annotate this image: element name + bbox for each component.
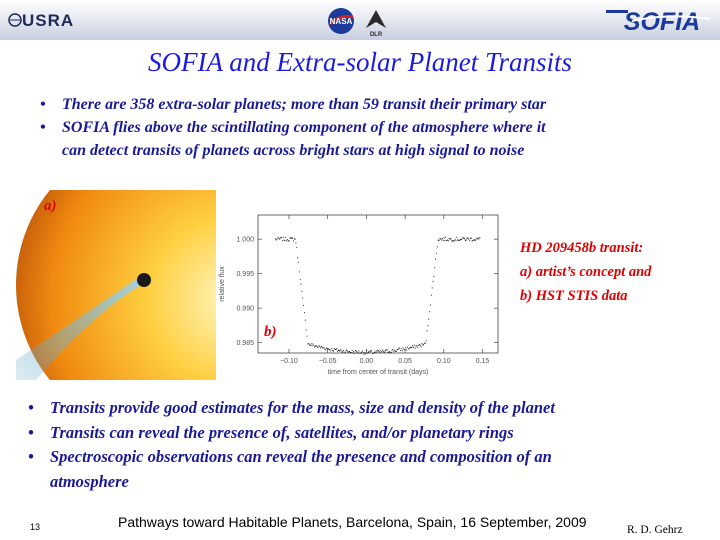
nasa-logo: NASA <box>326 6 356 36</box>
x-tick-label: −0.10 <box>280 358 298 365</box>
transit-light-curve-chart: −0.10 −0.05 0.00 0.05 0.10 0.15 1.000 0.995 0.99… <box>210 205 510 380</box>
x-tick-label: 0.10 <box>437 358 451 365</box>
bottom-bullet-list: • Transits provide good estimates for th… <box>28 396 708 494</box>
usra-logo: USRA <box>8 8 73 32</box>
bullet-line: atmosphere <box>50 471 129 491</box>
y-tick-label: 1.000 <box>236 237 254 244</box>
page-number: 13 <box>30 522 41 532</box>
plot-frame <box>257 214 499 354</box>
footer-text: Pathways toward Habitable Planets, Barce… <box>118 514 587 530</box>
y-axis-label: relative flux <box>219 266 226 302</box>
caption-line: HD 209458b transit: <box>520 240 644 256</box>
x-axis-label: time from center of transit (days) <box>328 369 429 376</box>
x-tick-label: 0.15 <box>476 358 490 365</box>
bullet-item: • SOFIA flies above the scintillating co… <box>40 116 710 162</box>
bullet-dot: • <box>28 422 34 442</box>
sofia-logo: SOFIA <box>604 3 716 37</box>
figure-label-a: a) <box>44 198 57 214</box>
sofia-logo-text: SOFIA <box>624 8 700 36</box>
bullet-dot: • <box>40 96 46 113</box>
usra-logo-text: USRA <box>22 11 75 30</box>
bullet-line: can detect transits of planets across br… <box>62 142 525 159</box>
bullet-item: • Transits can reveal the presence of, s… <box>28 421 708 446</box>
artist-concept-image <box>16 135 316 435</box>
bullet-line: Spectroscopic observations can reveal th… <box>50 447 552 466</box>
bullet-dot: • <box>28 398 34 417</box>
y-tick-label: 0.995 <box>236 271 254 278</box>
figure-caption: HD 209458b transit: a) artist’s concept … <box>520 236 716 308</box>
bullet-line: Transits can reveal the presence of, sat… <box>50 422 514 442</box>
bullet-item: • Transits provide good estimates for th… <box>28 396 708 421</box>
usra-logo-mark <box>8 13 22 27</box>
y-tick-label: 0.985 <box>236 340 254 347</box>
bullet-line: SOFIA flies above the scintillating comp… <box>62 119 546 136</box>
bullet-line: Transits provide good estimates for the … <box>50 398 555 417</box>
data-points <box>275 236 481 355</box>
top-bullet-list: • There are 358 extra-solar planets; mor… <box>40 93 710 162</box>
slide-title: SOFIA and Extra-solar Planet Transits <box>147 47 572 77</box>
bullet-item: • Spectroscopic observations can reveal … <box>28 445 708 494</box>
bullet-dot: • <box>40 119 46 136</box>
x-tick-label: 0.05 <box>398 358 412 365</box>
header-banner: USRA NASA DLR SOFIA <box>0 0 720 40</box>
x-tick-label: 0.00 <box>360 358 374 365</box>
nasa-logo-text: NASA <box>330 17 353 26</box>
bullet-item: • There are 358 extra-solar planets; mor… <box>40 93 710 116</box>
dlr-logo: DLR <box>360 6 392 38</box>
caption-line: a) artist’s concept and <box>520 264 652 280</box>
dlr-logo-text: DLR <box>370 32 383 38</box>
author-name: R. D. Gehrz <box>627 524 683 536</box>
caption-line: b) HST STIS data <box>520 288 628 304</box>
figure-label-b: b) <box>264 324 277 340</box>
bullet-dot: • <box>28 447 34 466</box>
x-tick-label: −0.05 <box>319 358 337 365</box>
bullet-line: There are 358 extra-solar planets; more … <box>62 96 547 113</box>
y-tick-label: 0.990 <box>236 306 254 313</box>
